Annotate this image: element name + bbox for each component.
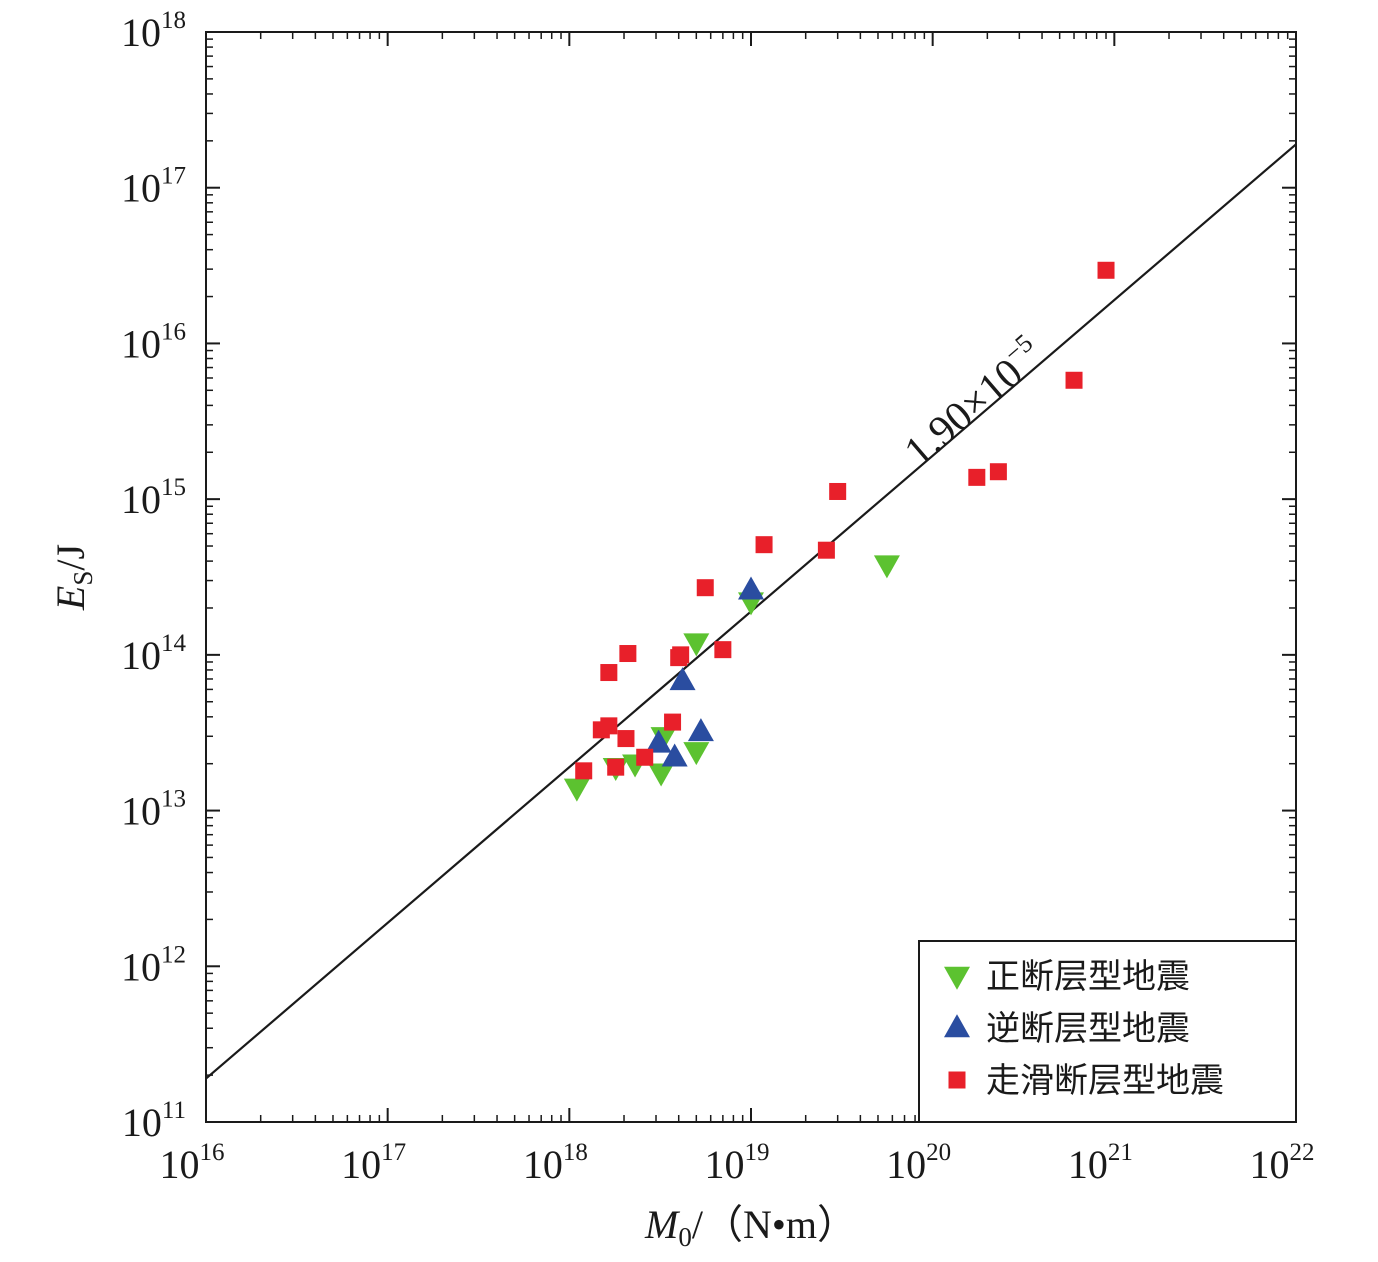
y-tick-label: 1017 bbox=[121, 163, 186, 211]
legend-marker-reverse-fault bbox=[944, 1014, 970, 1038]
reverse-fault-point bbox=[669, 667, 696, 691]
y-tick-label: 1012 bbox=[121, 941, 186, 989]
x-tick-label: 1019 bbox=[705, 1139, 770, 1187]
strike-slip-point bbox=[600, 717, 618, 735]
strike-slip-point bbox=[664, 713, 682, 731]
y-tick-label: 1013 bbox=[121, 786, 186, 834]
x-tick-label: 1017 bbox=[341, 1139, 406, 1187]
normal-fault-point bbox=[683, 633, 710, 657]
y-tick-label: 1018 bbox=[121, 7, 186, 55]
plot-frame bbox=[205, 31, 1297, 1123]
x-tick-label: 1022 bbox=[1250, 1139, 1315, 1187]
strike-slip-point bbox=[755, 536, 773, 554]
reverse-fault-point bbox=[687, 718, 714, 742]
legend-marker-strike-slip-fault bbox=[948, 1071, 966, 1089]
y-tick-label: 1015 bbox=[121, 474, 186, 522]
y-axis-title: ES/J bbox=[48, 544, 98, 611]
x-tick-labels: 1016 1017 1018 1019 1020 1021 1022 bbox=[160, 1139, 1315, 1187]
strike-slip-point bbox=[619, 645, 637, 663]
normal-fault-point bbox=[563, 778, 590, 802]
normal-fault-point bbox=[648, 763, 675, 787]
data-points bbox=[563, 261, 1115, 802]
strike-slip-point bbox=[617, 730, 635, 748]
x-tick-label: 1020 bbox=[886, 1139, 951, 1187]
strike-slip-point bbox=[829, 482, 847, 500]
x-tick-label: 1018 bbox=[523, 1139, 588, 1187]
normal-fault-point bbox=[683, 742, 710, 766]
strike-slip-point bbox=[1097, 261, 1115, 279]
reverse-fault-point bbox=[645, 729, 672, 753]
legend-markers bbox=[944, 966, 970, 1089]
strike-slip-point bbox=[607, 758, 625, 776]
y-tick-label: 1014 bbox=[121, 630, 187, 678]
legend-marker-normal-fault bbox=[944, 966, 970, 990]
strike-slip-point bbox=[672, 646, 690, 664]
strike-slip-point bbox=[1065, 371, 1083, 389]
y-tick-label: 1011 bbox=[122, 1097, 186, 1145]
strike-slip-point bbox=[817, 541, 835, 559]
normal-fault-point bbox=[873, 555, 900, 579]
legend: 正断层型地震 逆断层型地震 走滑断层型地震 bbox=[918, 940, 1297, 1123]
x-tick-label: 1021 bbox=[1068, 1139, 1133, 1187]
fit-line-label: 1.90×10−5 bbox=[893, 328, 1053, 475]
legend-label-strike-slip-fault: 走滑断层型地震 bbox=[986, 1061, 1224, 1101]
strike-slip-point bbox=[636, 748, 654, 766]
x-tick-label: 1016 bbox=[160, 1139, 225, 1187]
strike-slip-point bbox=[968, 468, 986, 486]
y-tick-label: 1016 bbox=[121, 318, 186, 366]
legend-box bbox=[918, 940, 1297, 1123]
reverse-fault-point bbox=[661, 743, 688, 767]
legend-label-normal-fault: 正断层型地震 bbox=[986, 957, 1190, 997]
strike-slip-point bbox=[714, 641, 732, 659]
reverse-fault-point bbox=[738, 576, 764, 600]
y-tick-labels: 1011 1012 1013 1014 1015 1016 1017 1018 bbox=[121, 7, 187, 1145]
legend-label-reverse-fault: 逆断层型地震 bbox=[986, 1009, 1190, 1049]
x-axis-title: M0/（N•m） bbox=[644, 1202, 857, 1252]
strike-slip-point bbox=[696, 579, 714, 597]
strike-slip-point bbox=[575, 762, 593, 780]
strike-slip-point bbox=[600, 664, 618, 682]
strike-slip-point bbox=[989, 463, 1007, 481]
